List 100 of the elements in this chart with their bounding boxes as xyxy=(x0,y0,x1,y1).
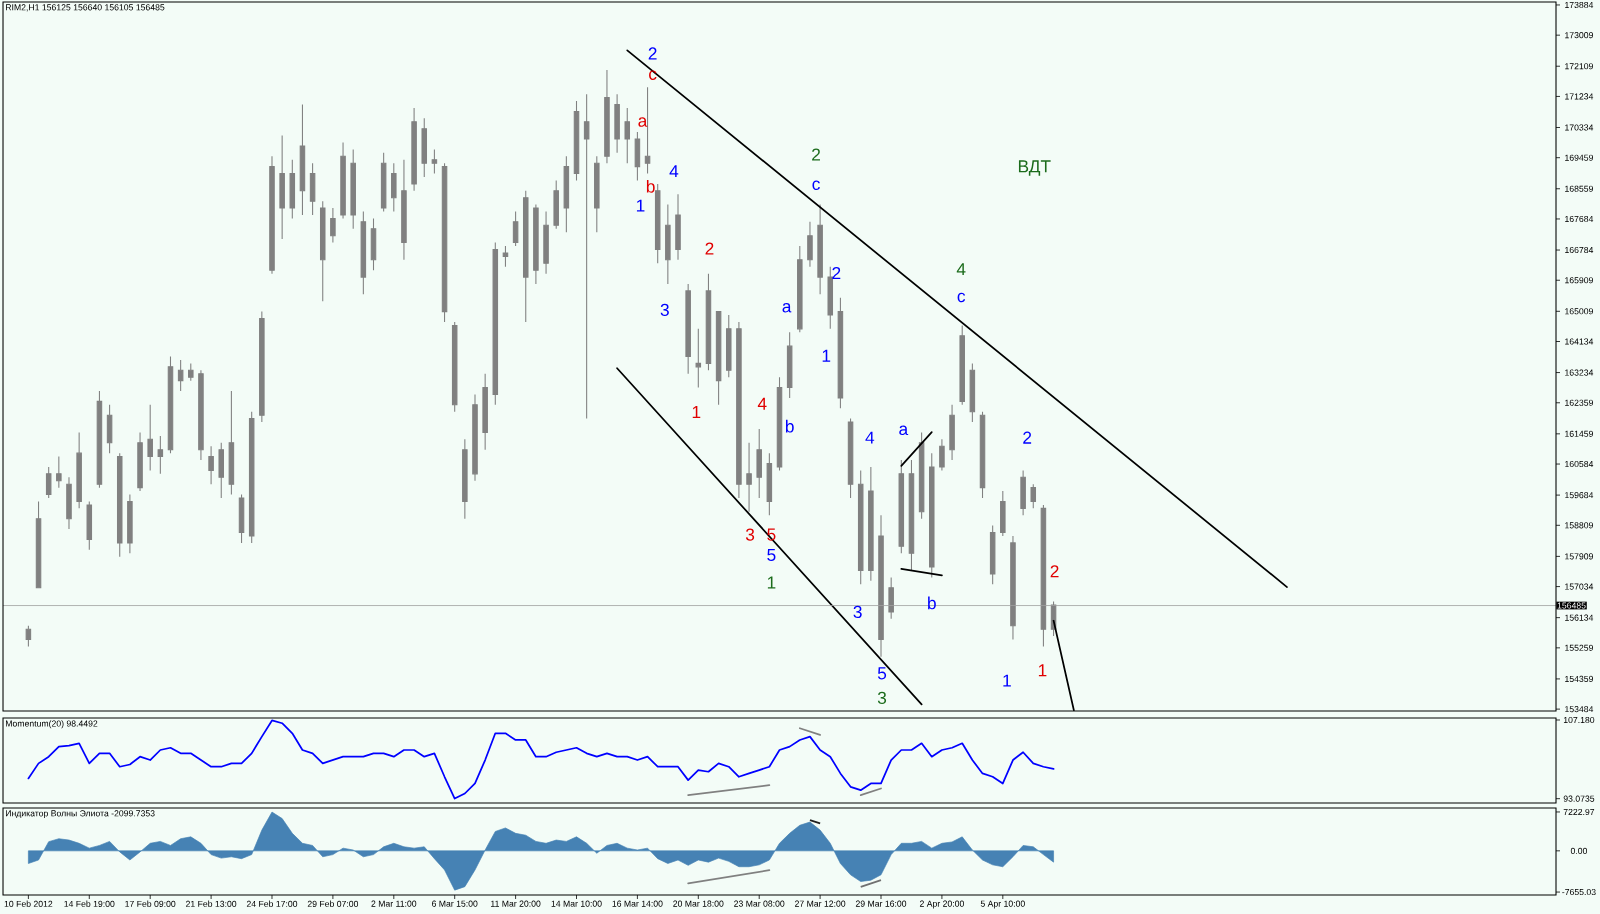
x-tick-label: 17 Feb 09:00 xyxy=(125,900,176,907)
candlestick xyxy=(289,159,296,219)
candlestick xyxy=(553,179,559,230)
candlestick xyxy=(522,190,529,323)
y-tick-label: 166784 xyxy=(1565,246,1594,254)
annotation: 3 xyxy=(877,691,887,704)
candlestick xyxy=(96,390,103,489)
candlestick xyxy=(188,362,194,382)
candlestick xyxy=(533,204,539,285)
annotation: 4 xyxy=(865,431,875,444)
annotation: 1 xyxy=(636,199,645,212)
candlestick xyxy=(1020,469,1026,516)
candlestick xyxy=(827,266,834,330)
annotation: b xyxy=(646,179,655,193)
candlestick xyxy=(319,200,326,302)
y-tick-label: 162359 xyxy=(1565,399,1593,406)
x-tick-label: 21 Feb 13:00 xyxy=(185,900,237,907)
candlestick xyxy=(147,404,153,471)
candlestick xyxy=(309,162,316,216)
annotation: 2 xyxy=(648,47,657,60)
candlestick xyxy=(269,155,275,275)
annotation: 3 xyxy=(853,605,862,619)
candlestick xyxy=(248,411,255,544)
x-tick-label: 16 Mar 14:00 xyxy=(612,900,663,907)
chart-title: RIM2,H1 156125 156640 156105 156485 xyxy=(5,4,165,12)
candlestick xyxy=(725,314,732,378)
annotation: 1 xyxy=(1003,674,1011,687)
y-tick-label: 153484 xyxy=(1565,706,1594,713)
candlestick xyxy=(35,500,42,589)
candlestick xyxy=(583,93,590,420)
candlestick xyxy=(502,245,509,268)
y-tick-label: 155259 xyxy=(1565,644,1593,651)
candlestick xyxy=(482,373,488,451)
annotation: 2 xyxy=(832,266,841,279)
candlestick xyxy=(776,376,783,471)
candlestick xyxy=(218,442,225,499)
candlestick xyxy=(340,141,346,219)
candlestick xyxy=(959,324,965,406)
x-tick-label: 14 Mar 10:00 xyxy=(551,900,602,907)
y-tick-label: 160584 xyxy=(1565,460,1594,468)
candlestick xyxy=(797,245,803,333)
y-tick-label: 156134 xyxy=(1565,614,1594,621)
candlestick xyxy=(411,107,417,192)
y-tick-label: 173009 xyxy=(1565,32,1593,39)
candlestick xyxy=(25,625,32,647)
x-tick-label: 29 Feb 07:00 xyxy=(307,900,359,907)
chart-title: Индикатор Волны Элиота -2099.7353 xyxy=(5,810,155,819)
y-tick-label: 168559 xyxy=(1565,185,1593,192)
y-tick-label: 167684 xyxy=(1565,215,1594,223)
candlestick xyxy=(330,207,336,244)
x-tick-label: 24 Feb 17:00 xyxy=(246,900,298,907)
candlestick xyxy=(45,466,52,499)
annotation: a xyxy=(899,425,909,436)
candlestick xyxy=(116,452,123,558)
candlestick xyxy=(350,148,356,230)
y-tick-label: 170334 xyxy=(1565,124,1594,131)
candlestick xyxy=(238,494,245,544)
candlestick xyxy=(462,438,468,520)
annotation: 5 xyxy=(767,548,776,562)
annotation: 1 xyxy=(692,406,701,419)
candlestick xyxy=(614,93,620,154)
candlestick xyxy=(380,152,387,213)
candlestick xyxy=(167,355,174,454)
y-tick-label: 161459 xyxy=(1565,430,1593,437)
annotation: b xyxy=(928,596,936,610)
candlestick xyxy=(675,193,681,261)
y-tick-label: 159684 xyxy=(1565,492,1594,499)
annotation: 3 xyxy=(745,528,755,541)
candlestick xyxy=(360,210,367,295)
candlestick xyxy=(1000,490,1006,537)
candlestick xyxy=(756,428,762,499)
candlestick xyxy=(573,100,580,181)
y-tick-label: 158809 xyxy=(1565,522,1593,529)
candlestick xyxy=(634,131,641,181)
y-tick-label: 157034 xyxy=(1565,583,1594,590)
candlestick xyxy=(563,155,570,233)
candlestick xyxy=(837,297,844,409)
y-tick-label: 0.00 xyxy=(1570,847,1588,854)
candlestick xyxy=(299,103,306,216)
y-tick-label: 163234 xyxy=(1565,369,1594,376)
x-tick-label: 27 Mar 12:00 xyxy=(795,900,846,907)
chart-title: Momentum(20) 98.4492 xyxy=(5,720,98,729)
candlestick xyxy=(594,155,600,233)
candlestick xyxy=(786,331,793,399)
candlestick xyxy=(705,273,712,371)
candlestick xyxy=(624,107,631,164)
x-tick-label: 11 Mar 20:00 xyxy=(491,900,541,907)
y-tick-label: 7222.97 xyxy=(1563,808,1595,816)
annotation: 4 xyxy=(757,397,767,410)
candlestick xyxy=(979,411,986,499)
x-tick-label: 6 Mar 15:00 xyxy=(432,900,478,907)
candlestick xyxy=(137,431,143,492)
candlestick xyxy=(1040,504,1047,647)
y-tick-label: -7655.03 xyxy=(1562,888,1596,896)
candlestick xyxy=(685,283,691,375)
annotation: a xyxy=(638,117,648,127)
candlestick xyxy=(939,438,945,471)
y-tick-label: 154359 xyxy=(1565,675,1593,682)
candlestick xyxy=(868,466,874,582)
candlestick xyxy=(1030,483,1037,509)
